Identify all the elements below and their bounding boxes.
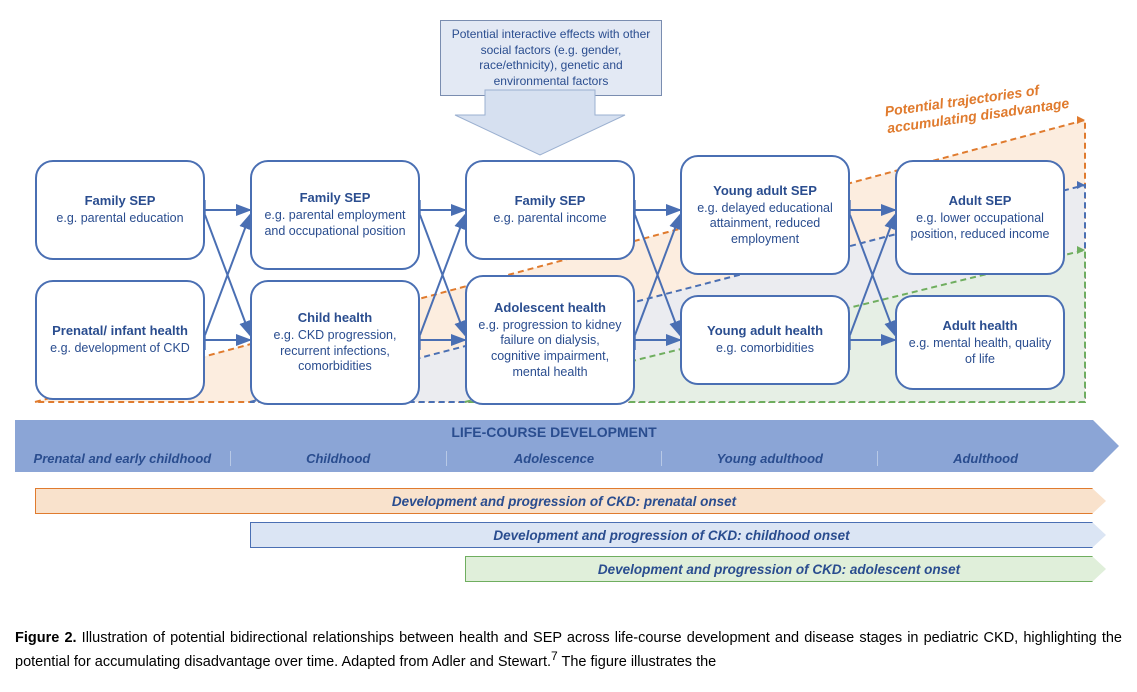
node-child-health: Child health e.g. CKD progression, recur… — [250, 280, 420, 405]
onset-band-0: Development and progression of CKD: pren… — [35, 488, 1093, 514]
onset-band-1: Development and progression of CKD: chil… — [250, 522, 1093, 548]
figure-caption: Figure 2. Illustration of potential bidi… — [15, 628, 1122, 672]
interactive-effects-callout: Potential interactive effects with other… — [440, 20, 662, 96]
lc-stage-3: Young adulthood — [661, 451, 877, 466]
node-adolescent-health: Adolescent health e.g. progression to ki… — [465, 275, 635, 405]
node-family-sep-1: Family SEP e.g. parental education — [35, 160, 205, 260]
trajectory-label: Potential trajectories of accumulating d… — [884, 73, 1107, 137]
lifecourse-bar: LIFE-COURSE DEVELOPMENT Prenatal and ear… — [15, 420, 1093, 472]
onset-band-label-1: Development and progression of CKD: chil… — [251, 523, 1092, 547]
node-young-adult-sep: Young adult SEP e.g. delayed educational… — [680, 155, 850, 275]
node-adult-health: Adult health e.g. mental health, quality… — [895, 295, 1065, 390]
node-young-adult-health: Young adult health e.g. comorbidities — [680, 295, 850, 385]
onset-band-2: Development and progression of CKD: adol… — [465, 556, 1093, 582]
node-adult-sep: Adult SEP e.g. lower occupational positi… — [895, 160, 1065, 275]
node-family-sep-2: Family SEP e.g. parental employment and … — [250, 160, 420, 270]
lc-stage-4: Adulthood — [877, 451, 1093, 466]
node-prenatal-infant-health: Prenatal/ infant health e.g. development… — [35, 280, 205, 400]
onset-band-label-0: Development and progression of CKD: pren… — [36, 489, 1092, 513]
lc-stage-2: Adolescence — [446, 451, 662, 466]
lc-stage-0: Prenatal and early childhood — [15, 451, 230, 466]
onset-band-label-2: Development and progression of CKD: adol… — [466, 557, 1092, 581]
node-family-sep-3: Family SEP e.g. parental income — [465, 160, 635, 260]
lifecourse-diagram: Potential interactive effects with other… — [15, 20, 1122, 620]
lc-stage-1: Childhood — [230, 451, 446, 466]
figure-label: Figure 2. — [15, 630, 77, 646]
lifecourse-title: LIFE-COURSE DEVELOPMENT — [15, 424, 1093, 440]
callout-text: Potential interactive effects with other… — [452, 27, 651, 88]
